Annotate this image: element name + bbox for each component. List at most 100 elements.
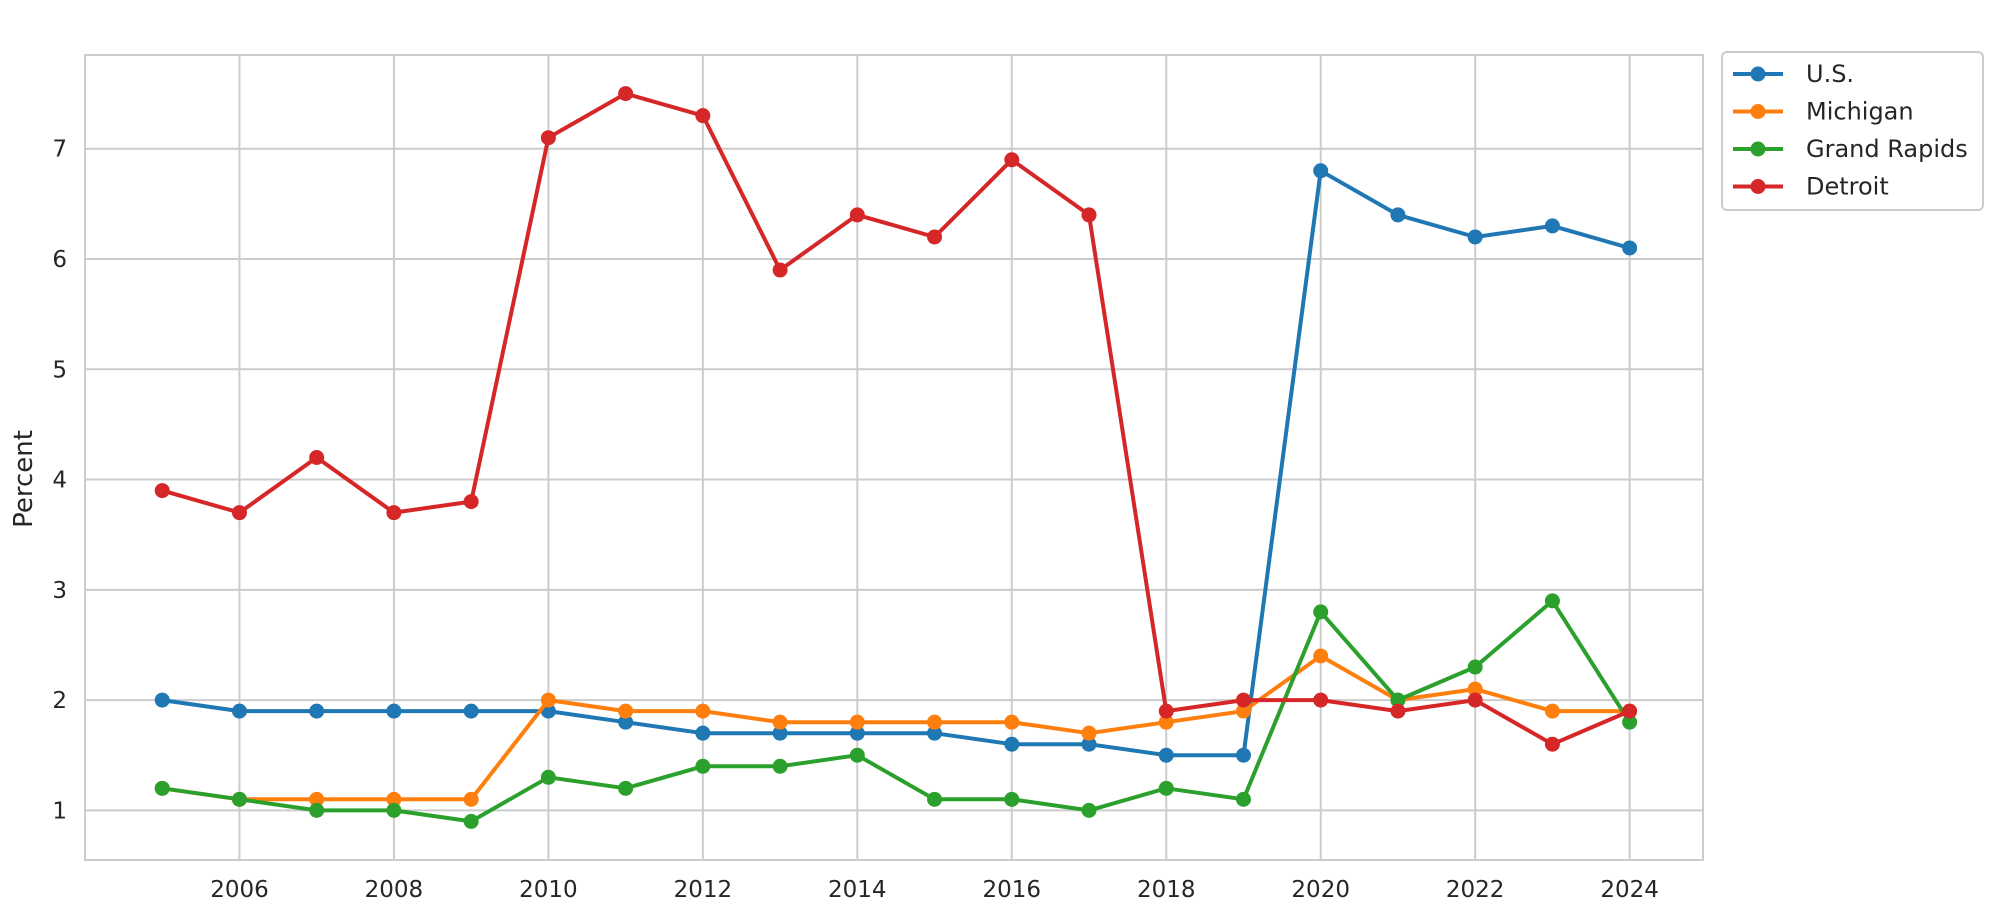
data-point-u-s xyxy=(618,714,634,730)
data-point-u-s xyxy=(1544,218,1560,234)
data-point-michigan xyxy=(386,791,402,807)
legend-label: Grand Rapids xyxy=(1806,135,1968,163)
data-point-michigan xyxy=(1467,681,1483,697)
data-point-grand-rapids xyxy=(1081,802,1097,818)
y-axis-tick-labels: 1 2 3 4 5 6 7 xyxy=(52,137,67,825)
data-point-detroit xyxy=(1622,703,1638,719)
legend-items: U.S. Michigan Grand Rapids Detroit xyxy=(1733,60,1968,201)
series-grand-rapids xyxy=(154,593,1638,829)
data-point-michigan xyxy=(1235,703,1251,719)
data-point-grand-rapids xyxy=(309,802,325,818)
data-point-detroit xyxy=(309,450,325,465)
data-point-detroit xyxy=(695,108,711,124)
series-line-grand-rapids xyxy=(160,598,1632,824)
data-point-detroit xyxy=(927,229,943,245)
legend-label: U.S. xyxy=(1806,60,1854,88)
data-point-u-s xyxy=(927,725,943,741)
x-axis-tick-labels: 2006 2008 2010 2012 2014 2016 2018 2020 2022 2024 xyxy=(210,877,1659,903)
data-point-grand-rapids xyxy=(1235,791,1251,807)
data-point-grand-rapids xyxy=(1313,604,1329,620)
y-tick-label: 4 xyxy=(52,468,67,494)
x-tick-label: 2022 xyxy=(1446,877,1505,903)
legend-label: Michigan xyxy=(1806,98,1914,126)
data-point-u-s xyxy=(1622,240,1638,256)
data-point-grand-rapids xyxy=(849,747,865,763)
data-point-detroit xyxy=(772,262,788,278)
x-tick-label: 2024 xyxy=(1600,877,1659,903)
data-point-grand-rapids xyxy=(463,813,479,829)
series-line-michigan xyxy=(160,654,1632,802)
data-point-detroit xyxy=(1467,692,1483,708)
data-point-michigan xyxy=(927,714,943,730)
data-point-michigan xyxy=(695,703,711,719)
legend-swatch-marker xyxy=(1750,141,1766,157)
data-point-detroit xyxy=(463,494,479,510)
data-point-detroit xyxy=(1313,692,1329,708)
y-tick-label: 1 xyxy=(52,798,67,824)
data-point-u-s xyxy=(309,703,325,719)
data-point-grand-rapids xyxy=(540,769,556,785)
y-tick-label: 3 xyxy=(52,578,67,604)
legend-swatch-marker xyxy=(1750,66,1766,82)
data-point-grand-rapids xyxy=(386,802,402,818)
y-tick-label: 7 xyxy=(52,137,67,163)
grid-lines xyxy=(85,55,1703,860)
data-point-u-s xyxy=(463,703,479,719)
series-u-s xyxy=(154,163,1638,763)
series-michigan xyxy=(154,648,1638,807)
data-point-grand-rapids xyxy=(695,758,711,774)
x-tick-label: 2016 xyxy=(983,877,1042,903)
legend-item-u-s: U.S. xyxy=(1733,60,1854,88)
data-point-u-s xyxy=(1467,229,1483,245)
series-line-detroit xyxy=(160,91,1632,747)
data-point-grand-rapids xyxy=(1158,780,1174,796)
data-point-grand-rapids xyxy=(1390,692,1406,708)
data-point-grand-rapids xyxy=(1544,593,1560,609)
x-tick-label: 2012 xyxy=(674,877,733,903)
data-point-detroit xyxy=(1390,703,1406,719)
series-detroit xyxy=(154,86,1638,752)
data-point-detroit xyxy=(1158,703,1174,719)
legend-swatch-marker xyxy=(1750,104,1766,119)
data-point-michigan xyxy=(618,703,634,719)
data-point-u-s xyxy=(1081,736,1097,752)
x-tick-label: 2020 xyxy=(1291,877,1350,903)
data-point-detroit xyxy=(1081,207,1097,223)
series-group xyxy=(154,86,1638,829)
data-point-detroit xyxy=(1004,152,1020,168)
data-point-michigan xyxy=(849,714,865,730)
data-point-u-s xyxy=(386,703,402,719)
x-tick-label: 2018 xyxy=(1137,877,1196,903)
data-point-detroit xyxy=(386,505,402,521)
data-point-u-s xyxy=(1313,163,1329,179)
data-point-michigan xyxy=(772,714,788,730)
data-point-u-s xyxy=(1235,747,1251,763)
legend: U.S. Michigan Grand Rapids Detroit xyxy=(1721,51,1984,211)
legend-frame xyxy=(1721,51,1984,211)
data-point-u-s xyxy=(1390,207,1406,223)
y-tick-label: 5 xyxy=(52,357,67,383)
data-point-grand-rapids xyxy=(772,758,788,774)
data-point-grand-rapids xyxy=(1622,714,1638,730)
y-tick-label: 6 xyxy=(52,247,67,273)
data-point-u-s xyxy=(1004,736,1020,752)
legend-item-michigan: Michigan xyxy=(1733,98,1914,126)
data-point-michigan xyxy=(1158,714,1174,730)
data-point-michigan xyxy=(1004,714,1020,730)
x-tick-label: 2010 xyxy=(519,877,578,903)
data-point-michigan xyxy=(1081,725,1097,741)
data-point-michigan xyxy=(463,791,479,807)
legend-swatch-marker xyxy=(1750,179,1766,194)
data-point-u-s xyxy=(849,725,865,741)
data-point-grand-rapids xyxy=(231,791,247,807)
data-point-detroit xyxy=(154,483,170,499)
data-point-detroit xyxy=(231,505,247,521)
data-point-u-s xyxy=(1158,747,1174,763)
series-line-u-s xyxy=(160,168,1632,758)
legend-item-grand-rapids: Grand Rapids xyxy=(1733,135,1968,163)
data-point-michigan xyxy=(1544,703,1560,719)
data-point-michigan xyxy=(309,791,325,807)
data-point-detroit xyxy=(1544,736,1560,752)
x-tick-label: 2006 xyxy=(210,877,269,903)
